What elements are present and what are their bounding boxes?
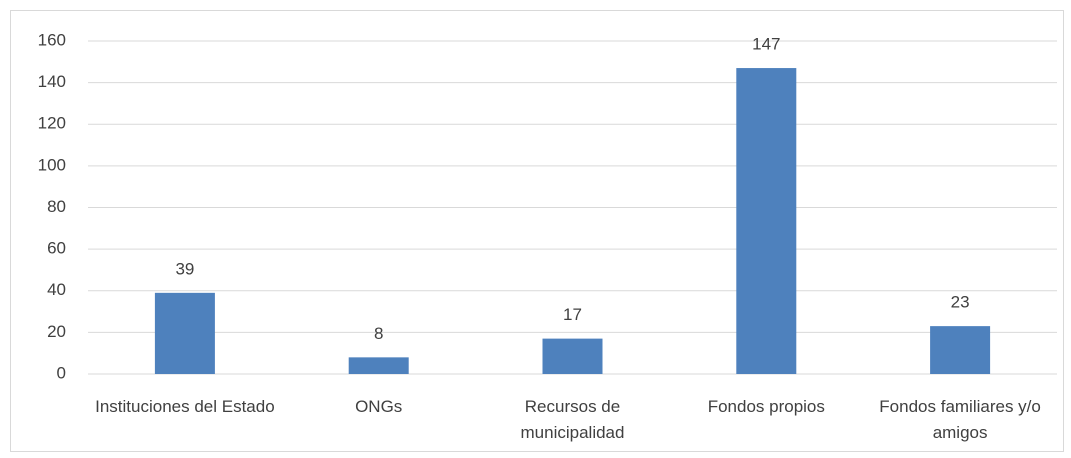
data-label: 17 bbox=[563, 305, 582, 324]
bar bbox=[930, 326, 991, 374]
bar bbox=[736, 68, 797, 375]
bar bbox=[542, 338, 603, 374]
y-tick-label: 140 bbox=[38, 72, 66, 91]
data-label: 8 bbox=[374, 324, 383, 343]
y-tick-label: 60 bbox=[47, 239, 66, 258]
y-tick-label: 20 bbox=[47, 322, 66, 341]
y-tick-label: 120 bbox=[38, 114, 66, 133]
x-tick-label: ONGs bbox=[355, 397, 403, 416]
data-label: 23 bbox=[951, 293, 970, 312]
data-label: 39 bbox=[175, 259, 194, 278]
x-tick-label: Instituciones del Estado bbox=[95, 397, 275, 416]
x-tick-label: Fondos propios bbox=[707, 397, 825, 416]
y-tick-label: 40 bbox=[47, 280, 66, 299]
y-tick-label: 80 bbox=[47, 197, 66, 216]
x-tick-label: Recursos de municipalidad bbox=[520, 397, 625, 442]
bar bbox=[348, 357, 409, 374]
y-tick-label: 100 bbox=[38, 155, 66, 174]
y-tick-label: 0 bbox=[57, 363, 66, 382]
x-tick-label: Fondos familiares y/o amigos bbox=[879, 397, 1041, 442]
bar bbox=[154, 292, 215, 374]
y-tick-label: 160 bbox=[38, 30, 66, 49]
chart-border bbox=[10, 10, 1064, 452]
data-label: 147 bbox=[752, 35, 780, 54]
